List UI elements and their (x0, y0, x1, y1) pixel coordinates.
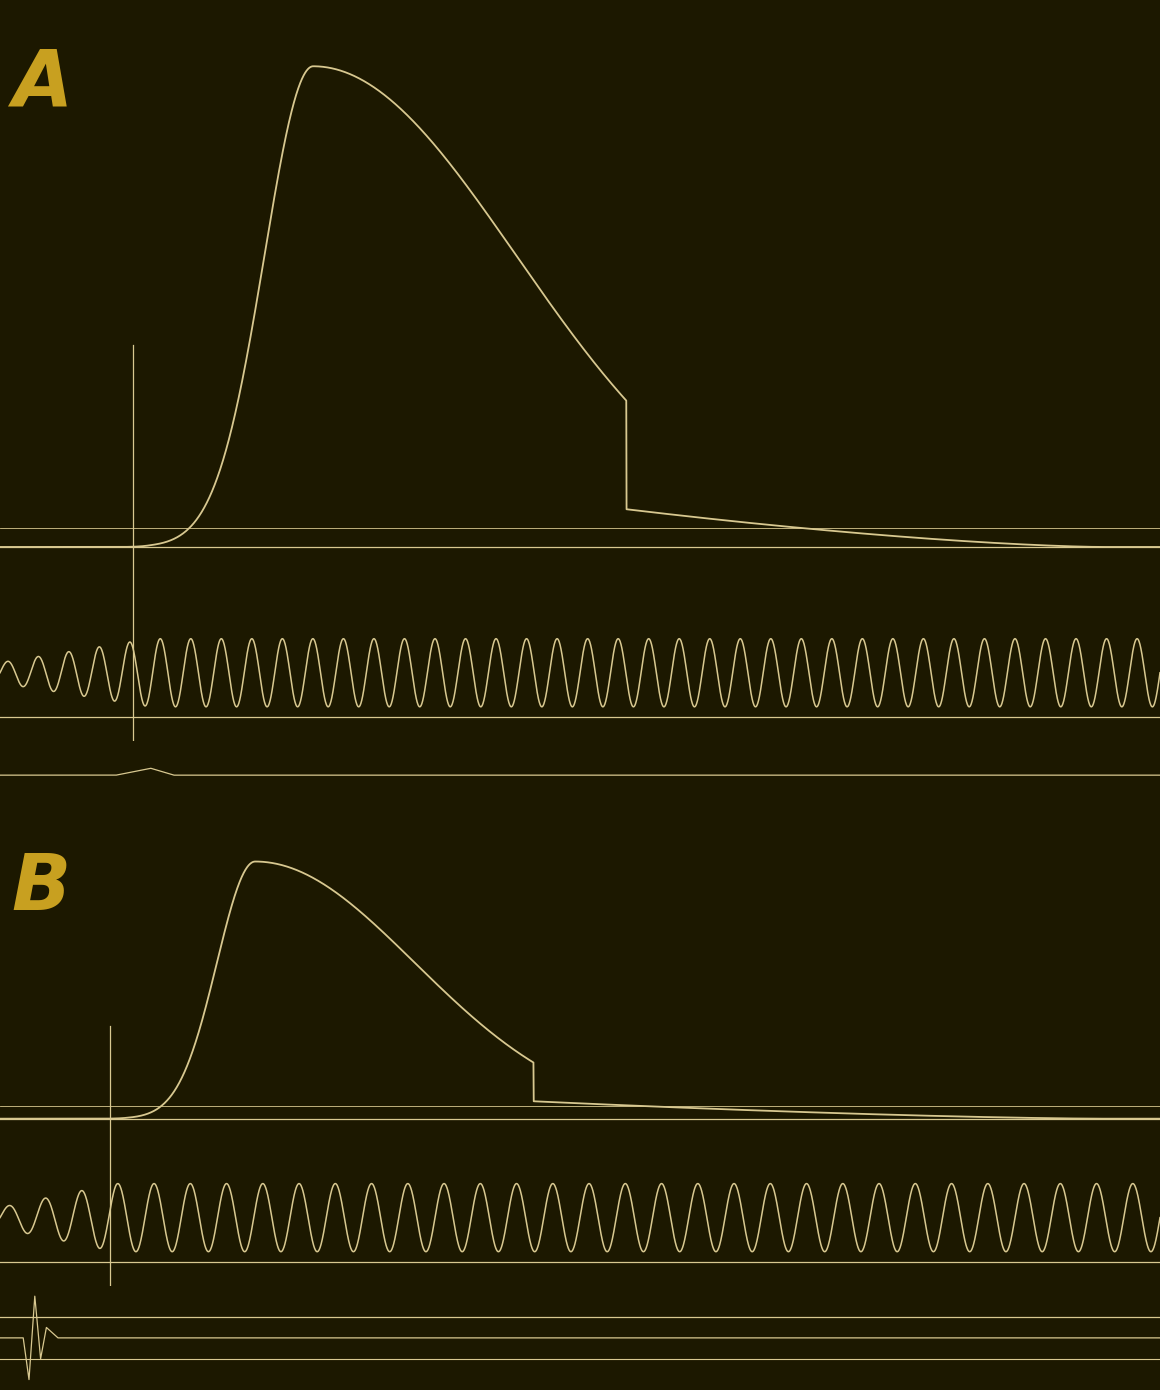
Text: B: B (12, 851, 71, 926)
Text: A: A (12, 44, 72, 121)
